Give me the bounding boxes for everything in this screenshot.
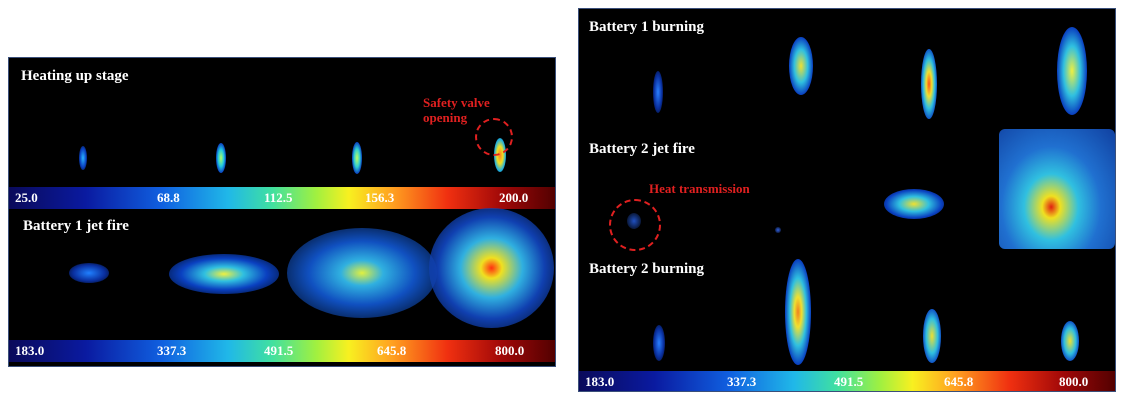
- b2-jetfire-frame-1: [627, 213, 641, 229]
- heat-transmission-note: Heat transmission: [649, 181, 750, 196]
- safety-valve-note-line1: Safety valve: [423, 95, 490, 110]
- heat-transmission-circle: [609, 199, 661, 251]
- scale-right-tick: 337.3: [727, 374, 757, 389]
- b2-burning-frame-3: [923, 309, 941, 363]
- temperature-scale-top: 25.0 68.8 112.5 156.3 200.0: [9, 187, 555, 209]
- jetfire-frame-2: [169, 254, 279, 294]
- battery2-jetfire-label: Battery 2 jet fire: [589, 141, 695, 157]
- scale-bottom-tick: 337.3: [157, 343, 187, 358]
- scale-right-tick: 645.8: [944, 374, 974, 389]
- heating-stage-label: Heating up stage: [21, 68, 129, 84]
- scale-right-tick: 183.0: [585, 374, 615, 389]
- scale-bottom-tick: 800.0: [495, 343, 525, 358]
- jetfire-frame-4: [429, 208, 554, 328]
- b2-burning-frame-2: [785, 259, 811, 365]
- b1-burning-frame-3: [921, 49, 937, 119]
- scale-top-tick: 156.3: [365, 190, 395, 205]
- heating-frame-1: [79, 146, 87, 170]
- temperature-scale-bottom: 183.0 337.3 491.5 645.8 800.0: [9, 340, 555, 362]
- left-thermal-panel: Heating up stage Safety valve opening 25…: [8, 57, 556, 367]
- b2-burning-frame-1: [653, 325, 665, 361]
- scale-right-tick: 800.0: [1059, 374, 1089, 389]
- b2-jetfire-frame-3: [884, 189, 944, 219]
- jetfire-frame-1: [69, 263, 109, 283]
- scale-top-tick: 112.5: [264, 190, 293, 205]
- b2-burning-frame-4: [1061, 321, 1079, 361]
- safety-valve-circle: [475, 118, 513, 156]
- scale-bottom-tick: 645.8: [377, 343, 407, 358]
- temperature-scale-right: 183.0 337.3 491.5 645.8 800.0: [579, 371, 1115, 391]
- battery2-burning-label: Battery 2 burning: [589, 261, 705, 277]
- battery1-burning-label: Battery 1 burning: [589, 19, 705, 35]
- b1-burning-frame-2: [789, 37, 813, 95]
- safety-valve-note-line2: opening: [423, 110, 468, 125]
- heating-frame-2: [216, 143, 226, 173]
- battery1-jetfire-label: Battery 1 jet fire: [23, 218, 129, 234]
- scale-top-tick: 25.0: [15, 190, 38, 205]
- scale-bottom-tick: 183.0: [15, 343, 45, 358]
- scale-bottom-tick: 491.5: [264, 343, 294, 358]
- jetfire-frame-3: [287, 228, 437, 318]
- right-thermal-panel: Battery 1 burning Battery 2 jet fire Hea…: [578, 8, 1116, 392]
- b2-jetfire-frame-4: [999, 129, 1115, 249]
- scale-right-tick: 491.5: [834, 374, 864, 389]
- scale-top-tick: 68.8: [157, 190, 180, 205]
- scale-top-tick: 200.0: [499, 190, 529, 205]
- b1-burning-frame-1: [653, 71, 663, 113]
- b2-jetfire-frame-2: [775, 227, 781, 233]
- heating-frame-3: [352, 142, 362, 174]
- b1-burning-frame-4: [1057, 27, 1087, 115]
